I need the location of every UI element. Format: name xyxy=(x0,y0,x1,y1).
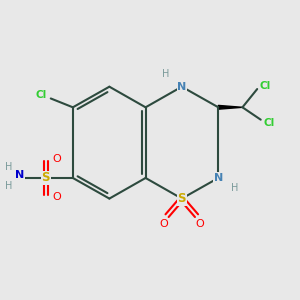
Polygon shape xyxy=(218,105,242,109)
Text: S: S xyxy=(178,192,186,205)
Text: O: O xyxy=(52,154,61,164)
Text: N: N xyxy=(15,170,24,180)
Text: S: S xyxy=(41,172,50,184)
Text: N: N xyxy=(214,173,223,183)
Text: Cl: Cl xyxy=(36,90,47,100)
Text: H: H xyxy=(162,69,169,79)
Text: H: H xyxy=(5,162,12,172)
Text: H: H xyxy=(5,181,12,191)
Text: O: O xyxy=(52,192,61,203)
Text: N: N xyxy=(177,82,186,92)
Text: Cl: Cl xyxy=(260,81,271,91)
Text: O: O xyxy=(160,219,169,229)
Text: H: H xyxy=(231,183,238,193)
Text: O: O xyxy=(195,219,204,229)
Text: Cl: Cl xyxy=(264,118,275,128)
